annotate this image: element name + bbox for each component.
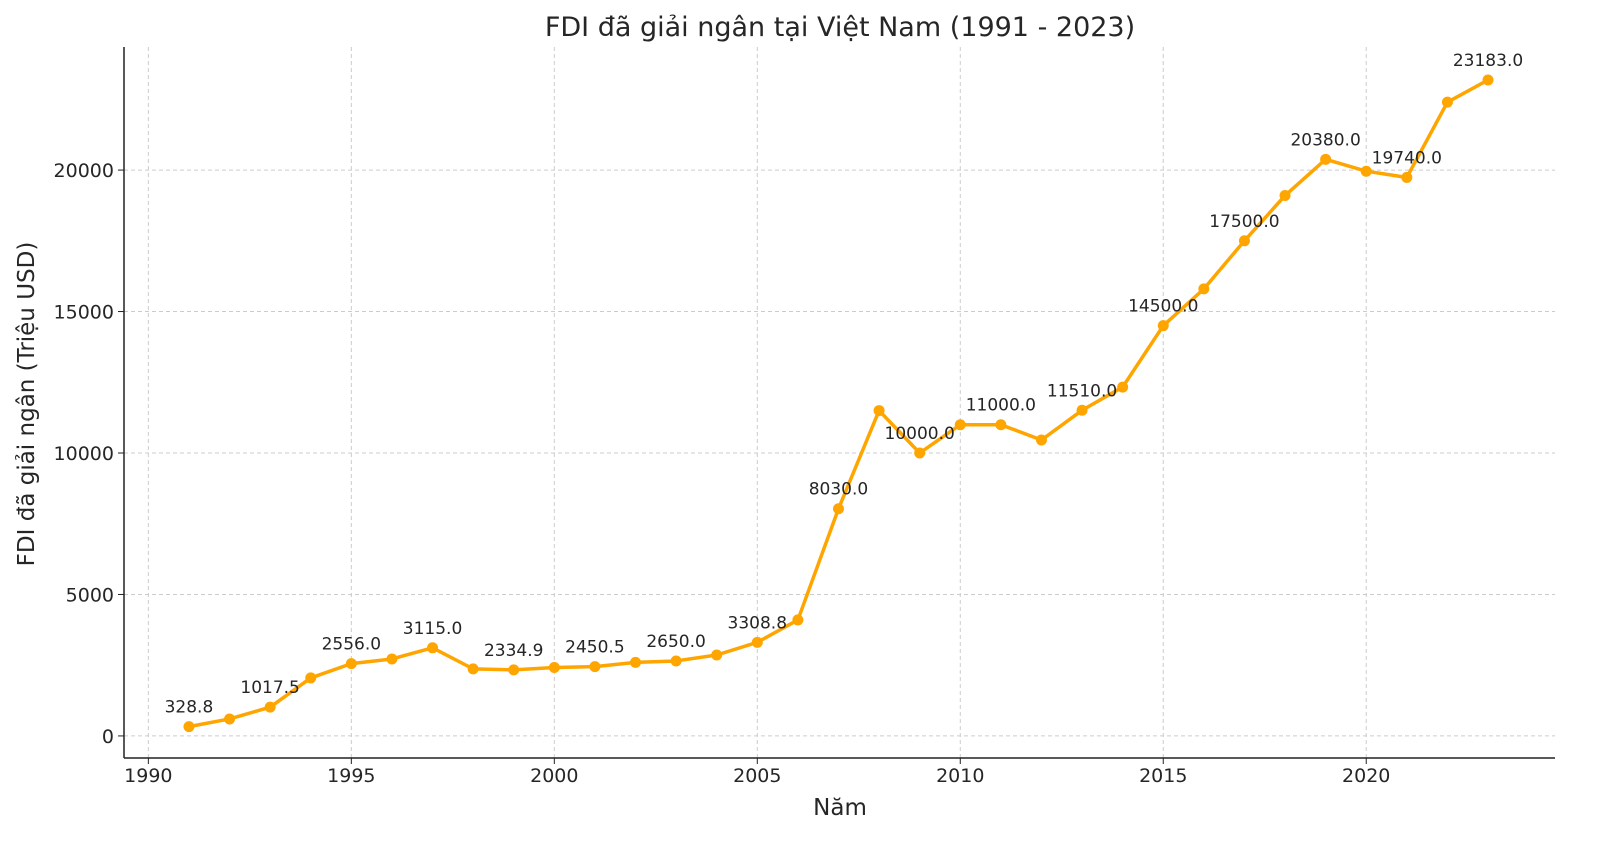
data-point [914, 447, 926, 459]
y-tick-label: 10000 [54, 443, 114, 465]
y-tick-label: 0 [102, 726, 114, 748]
data-label: 23183.0 [1453, 51, 1523, 71]
data-point [1441, 96, 1453, 108]
data-point [1401, 171, 1413, 183]
x-tick-label: 1990 [124, 765, 172, 787]
data-label: 19740.0 [1372, 148, 1442, 168]
data-label: 2450.5 [565, 638, 624, 658]
data-point [711, 649, 723, 661]
data-point [1482, 74, 1494, 86]
data-point [467, 663, 479, 675]
data-label: 328.8 [165, 698, 214, 718]
chart-title: FDI đã giải ngân tại Việt Nam (1991 - 20… [545, 12, 1135, 43]
y-tick-label: 5000 [66, 584, 114, 606]
data-label: 8030.0 [809, 480, 868, 500]
data-point [1198, 283, 1210, 295]
data-point [1076, 404, 1088, 416]
fdi-series-line [188, 78, 1489, 729]
data-point [548, 661, 560, 673]
data-point [873, 405, 885, 417]
data-label: 20380.0 [1290, 130, 1360, 150]
data-point [224, 713, 236, 725]
data-point [1320, 153, 1332, 165]
x-tick-label: 2000 [530, 765, 578, 787]
data-label: 10000.0 [885, 424, 955, 444]
data-point [792, 614, 804, 626]
data-point [1157, 320, 1169, 332]
data-label: 11000.0 [966, 396, 1036, 416]
data-point [589, 661, 601, 673]
data-label: 1017.5 [240, 678, 299, 698]
data-label: 3115.0 [403, 619, 462, 639]
data-point [751, 636, 763, 648]
data-point [386, 653, 398, 665]
x-tick-label: 2005 [733, 765, 781, 787]
data-label: 3308.8 [728, 613, 787, 633]
x-tick-label: 1995 [327, 765, 375, 787]
data-point [1238, 235, 1250, 247]
data-point [1360, 165, 1372, 177]
data-point [183, 721, 195, 733]
data-point [345, 658, 357, 670]
x-tick-label: 2015 [1139, 765, 1187, 787]
data-point [1117, 381, 1129, 393]
data-label: 11510.0 [1047, 381, 1117, 401]
data-point [954, 419, 966, 431]
data-point [1035, 434, 1047, 446]
y-tick-label: 15000 [54, 302, 114, 324]
y-axis-label: FDI đã giải ngân (Triệu USD) [14, 242, 40, 567]
data-point [264, 701, 276, 713]
y-tick-label: 20000 [54, 160, 114, 182]
data-point [832, 503, 844, 515]
x-tick-label: 2010 [936, 765, 984, 787]
data-label: 14500.0 [1128, 297, 1198, 317]
data-point [508, 664, 520, 676]
data-label: 2334.9 [484, 641, 543, 661]
data-point [995, 419, 1007, 431]
x-tick-label: 2020 [1342, 765, 1390, 787]
x-axis-label: Năm [813, 795, 867, 821]
data-label: 17500.0 [1209, 212, 1279, 232]
data-point [1279, 190, 1291, 202]
data-point [427, 642, 439, 654]
data-point [670, 655, 682, 667]
data-point [305, 672, 317, 684]
data-label: 2556.0 [322, 635, 381, 655]
data-label: 2650.0 [646, 632, 705, 652]
data-point [630, 656, 642, 668]
